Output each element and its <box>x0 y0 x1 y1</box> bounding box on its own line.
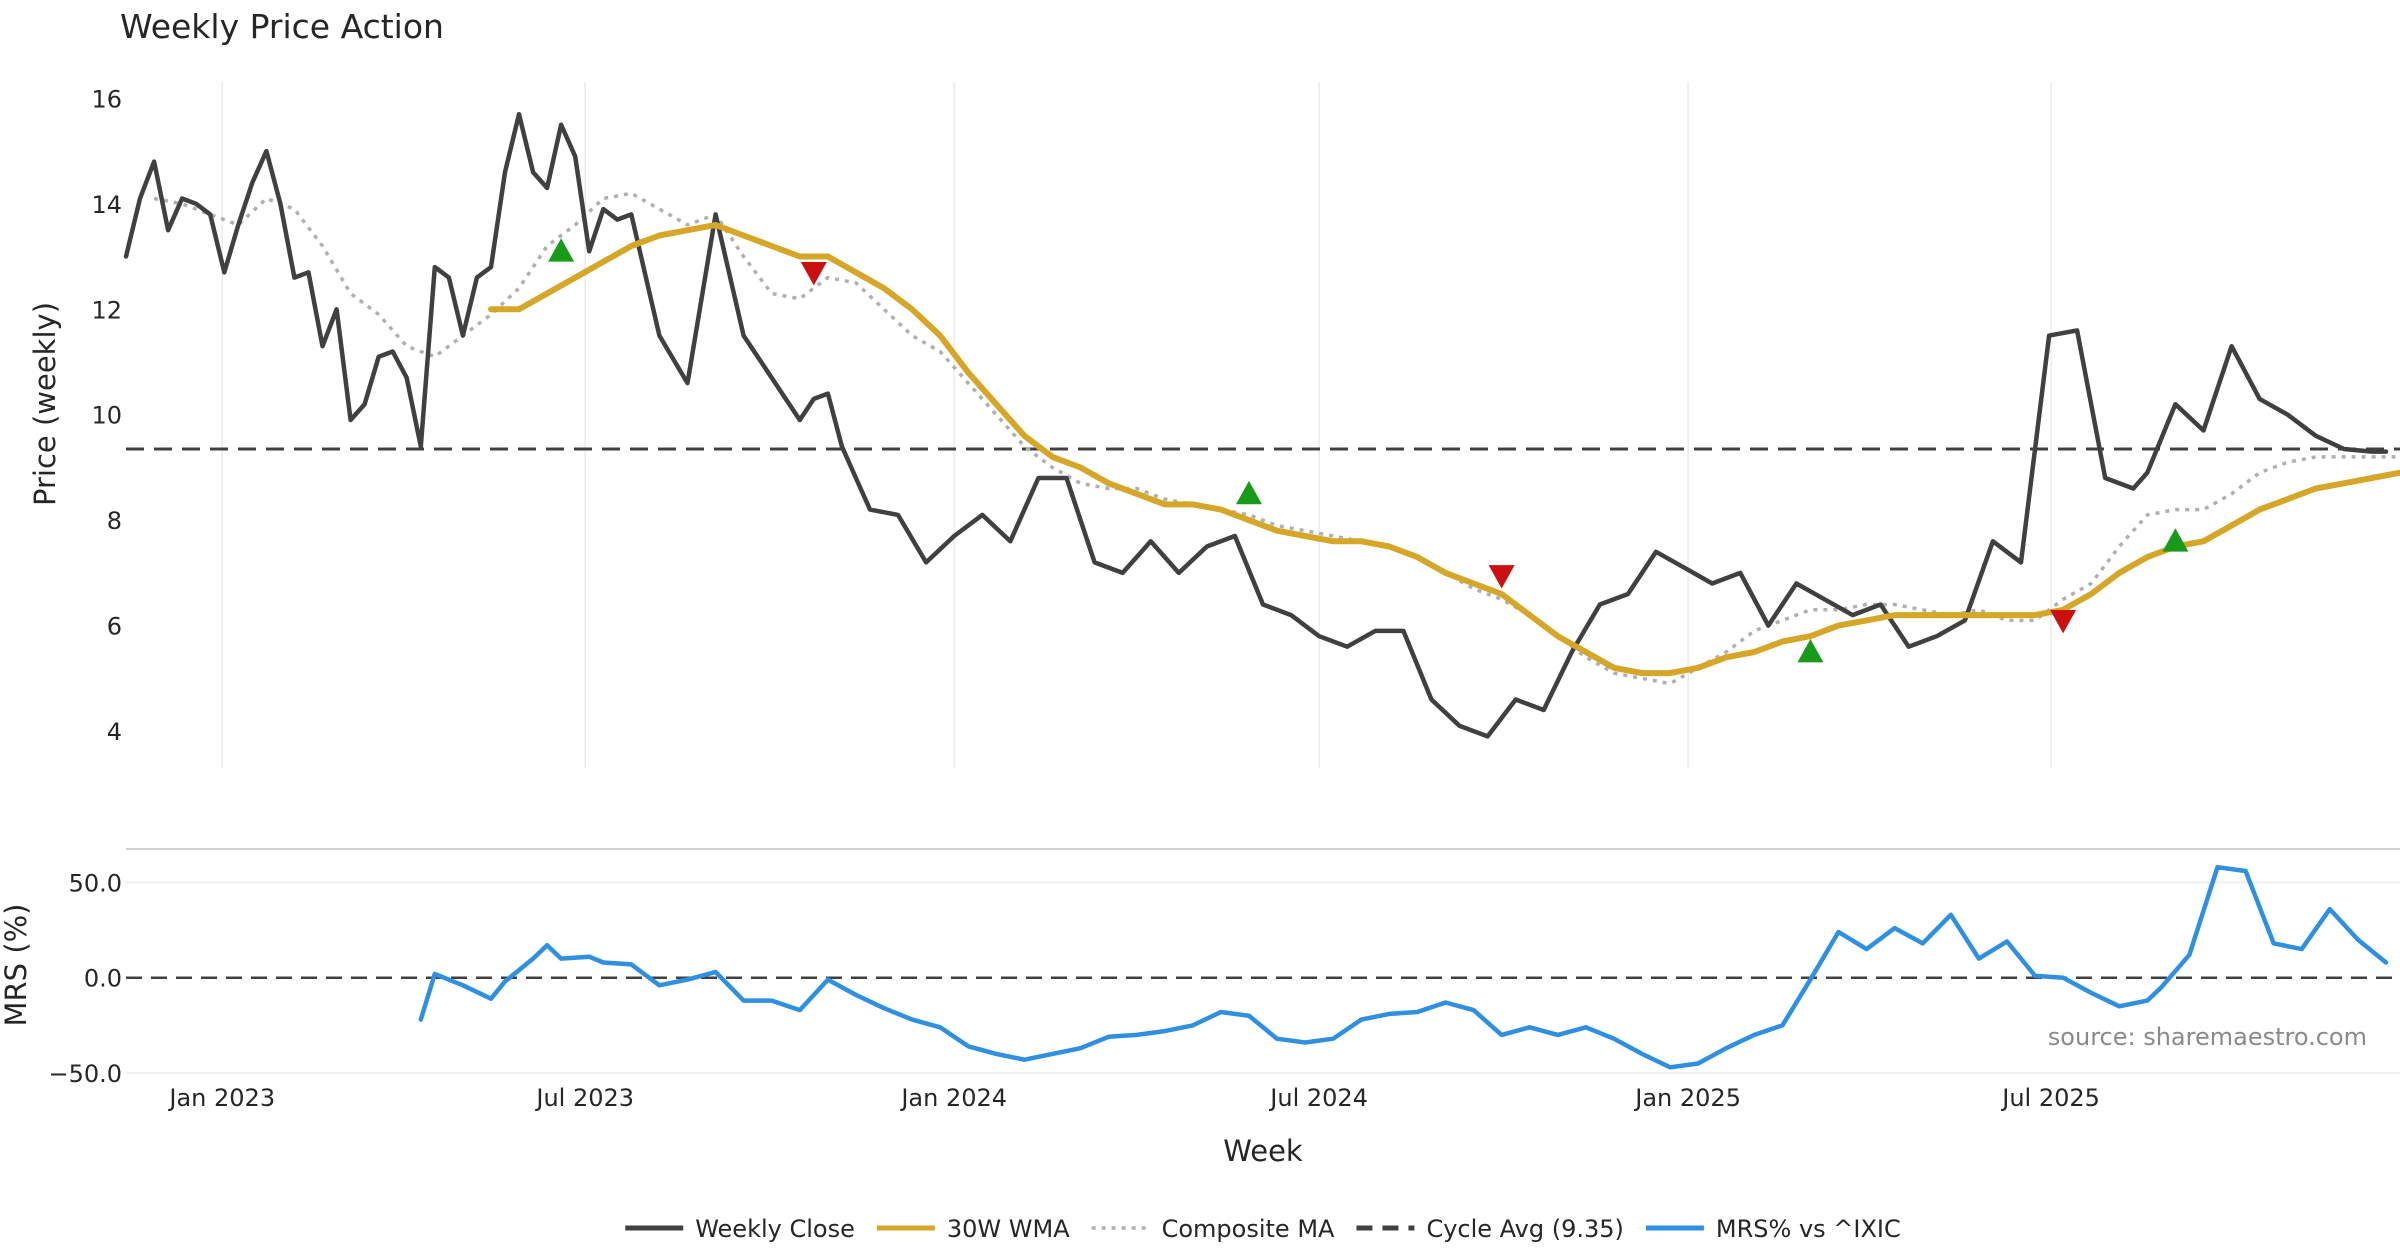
x-tick-0: Jan 2023 <box>167 1084 275 1112</box>
price-ytick-10: 10 <box>91 402 122 430</box>
mrs-panel: 50.0 0.0 −50.0 Jan 2023 Jul 2023 Jan 2024 Jul … <box>48 848 2400 1112</box>
series-30w-wma <box>488 221 2400 677</box>
source-credit: source: sharemaestro.com <box>2048 1023 2367 1051</box>
price-ytick-6: 6 <box>107 613 122 641</box>
sell-marker-5 <box>2050 609 2077 634</box>
price-ytick-4: 4 <box>107 718 122 746</box>
price-ytick-12: 12 <box>91 296 122 324</box>
sell-marker-1 <box>800 261 827 286</box>
x-tick-5: Jul 2025 <box>2000 1084 2100 1112</box>
mrs-ytick-2: −50.0 <box>48 1060 122 1088</box>
price-panel: 4 6 8 10 12 14 16 <box>91 82 2400 768</box>
x-axis-label: Week <box>1223 1134 1303 1168</box>
mrs-ytick-1: 0.0 <box>84 965 122 993</box>
price-ytick-8: 8 <box>107 507 122 535</box>
price-axis-label: Price (weekly) <box>28 302 62 506</box>
buy-marker-0 <box>548 238 575 262</box>
series-composite-ma <box>153 191 2400 686</box>
mrs-axis-label: MRS (%) <box>0 904 33 1027</box>
x-tick-1: Jul 2023 <box>534 1084 634 1112</box>
x-tick-2: Jan 2024 <box>899 1084 1007 1112</box>
buy-marker-2 <box>1235 480 1262 505</box>
buy-marker-4 <box>1797 639 1824 663</box>
series-weekly-close <box>123 111 2389 739</box>
legend: Weekly Close 30W WMA Composite MA Cycle Avg… <box>625 1215 1901 1243</box>
sell-marker-3 <box>1488 565 1515 589</box>
price-ytick-14: 14 <box>91 191 122 219</box>
legend-label-4: MRS% vs ^IXIC <box>1716 1215 1901 1243</box>
chart-title: Weekly Price Action <box>120 7 444 46</box>
legend-label-0: Weekly Close <box>695 1215 855 1243</box>
legend-label-1: 30W WMA <box>947 1215 1070 1243</box>
mrs-ytick-0: 50.0 <box>69 869 122 897</box>
series-mrs-vs-ixic <box>418 864 2389 1070</box>
x-tick-3: Jul 2024 <box>1268 1084 1368 1112</box>
x-tick-4: Jan 2025 <box>1633 1084 1741 1112</box>
price-ytick-16: 16 <box>91 85 122 113</box>
buy-marker-6 <box>2162 528 2189 552</box>
legend-label-3: Cycle Avg (9.35) <box>1426 1215 1623 1243</box>
legend-label-2: Composite MA <box>1162 1215 1335 1243</box>
